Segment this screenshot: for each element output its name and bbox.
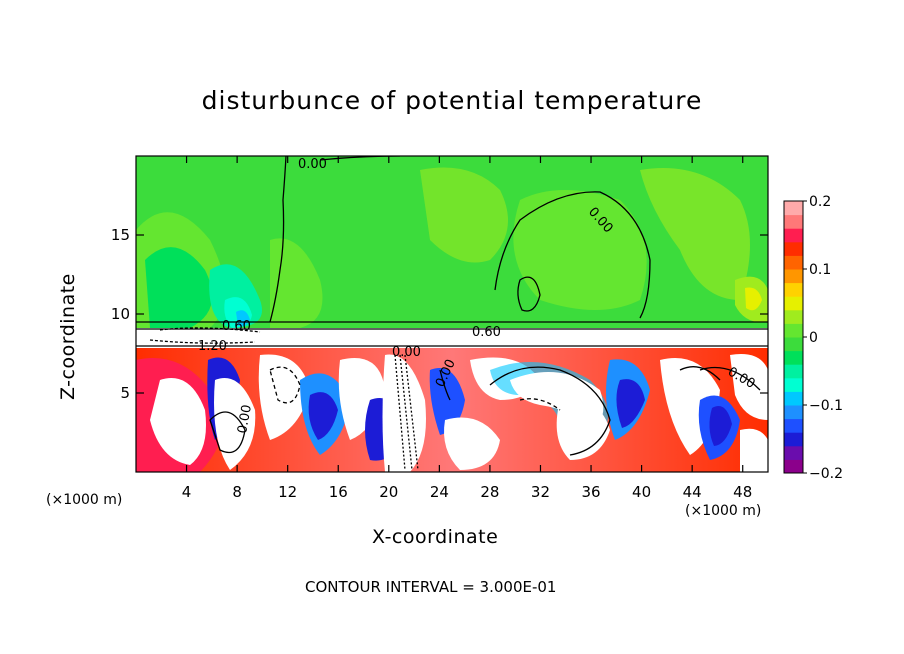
x-tick-label: 20: [379, 483, 398, 501]
colorbar-swatch: [784, 377, 803, 392]
colorbar-swatch: [784, 391, 803, 406]
y-tick-label: 5: [120, 384, 130, 402]
colorbar-swatch: [784, 405, 803, 420]
colorbar-swatch: [784, 350, 803, 365]
colorbar-swatch: [784, 337, 803, 352]
contour-label: 0.60: [472, 325, 501, 340]
contour-label: 1.20: [198, 339, 227, 354]
contour-label: 0.00: [235, 404, 255, 435]
y-tick-label: 10: [111, 305, 130, 323]
x-tick-label: 40: [632, 483, 651, 501]
x-tick-label: 12: [278, 483, 297, 501]
colorbar-label: 0: [809, 330, 818, 346]
x-axis-label: X-coordinate: [372, 526, 499, 548]
x-tick-label: 4: [182, 483, 192, 501]
colorbar-swatch: [784, 309, 803, 324]
colorbar-label: 0.1: [809, 262, 831, 278]
colorbar-label: 0.2: [809, 194, 831, 210]
x-tick-label: 48: [733, 483, 752, 501]
x-tick-label: 8: [232, 483, 242, 501]
x-axis-unit-right: (×1000 m): [685, 503, 762, 519]
colorbar-swatch: [784, 255, 803, 270]
colorbar-swatch: [784, 296, 803, 311]
x-tick-label: 28: [480, 483, 499, 501]
contour-label: 0.00: [298, 157, 327, 172]
colorbar: 0.2 0.1 0 −0.1 −0.2: [783, 194, 843, 482]
colorbar-swatch: [784, 445, 803, 460]
colorbar-swatch: [784, 228, 803, 243]
colorbar-swatch: [784, 459, 803, 474]
colorbar-swatch: [784, 201, 803, 216]
x-tick-label: 32: [531, 483, 550, 501]
y-axis-ticks: 5 10 15: [111, 226, 768, 402]
colorbar-swatch: [784, 364, 803, 379]
colorbar-swatch: [784, 282, 803, 297]
chart-title: disturbunce of potential temperature: [201, 86, 703, 115]
colorbar-swatch: [784, 269, 803, 284]
x-tick-label: 16: [329, 483, 348, 501]
colorbar-swatch: [784, 418, 803, 433]
colorbar-swatch: [784, 214, 803, 229]
contour-label: 0.60: [222, 319, 251, 334]
colorbar-label: −0.1: [809, 398, 843, 414]
colorbar-swatch: [784, 241, 803, 256]
x-axis-ticks: 4 8 12 16 20 24 28 32 36 40 44 48: [182, 156, 752, 501]
x-tick-label: 44: [683, 483, 702, 501]
field-shading: [136, 156, 768, 472]
colorbar-label: −0.2: [809, 466, 843, 482]
contour-lines: [136, 156, 768, 471]
contour-label: 0.00: [392, 345, 421, 360]
inversion-layer: [136, 328, 768, 348]
x-tick-label: 24: [430, 483, 449, 501]
contour-interval-note: CONTOUR INTERVAL = 3.000E-01: [305, 578, 557, 596]
x-axis-unit-left: (×1000 m): [46, 492, 123, 508]
colorbar-swatch: [784, 432, 803, 447]
y-tick-label: 15: [111, 226, 130, 244]
colorbar-swatch: [784, 323, 803, 338]
x-tick-label: 36: [581, 483, 600, 501]
